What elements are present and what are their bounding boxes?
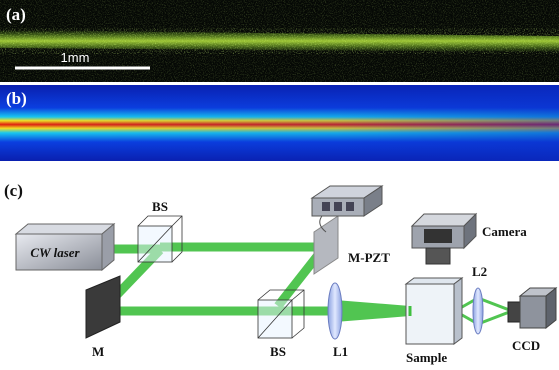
component-label: L1	[333, 344, 348, 359]
beam-splitter	[138, 216, 182, 262]
panel-a: 1mm (a)	[0, 0, 559, 82]
lens	[328, 283, 342, 339]
component-label: Sample	[406, 350, 447, 365]
panel-label: (b)	[6, 89, 27, 108]
component-label: Camera	[482, 224, 527, 239]
panel-c: (c) CW laser BS	[4, 181, 556, 365]
panel-label: (c)	[4, 181, 23, 200]
pzt-actuator	[312, 186, 382, 232]
component-label: M	[92, 344, 104, 359]
figure: 1mm (a) (b) (c) CW laser	[0, 0, 559, 370]
component-label: BS	[152, 199, 168, 214]
component-label: L2	[472, 264, 487, 279]
mirror	[86, 276, 120, 338]
component-label: M-PZT	[348, 250, 390, 265]
pzt-mirror	[314, 216, 338, 274]
laser: CW laser	[16, 224, 114, 270]
component-label: CW laser	[30, 245, 80, 260]
component-label: CCD	[512, 338, 540, 353]
camera	[412, 214, 476, 264]
scale-bar-label: 1mm	[61, 50, 90, 65]
lens	[473, 288, 483, 334]
fade	[0, 85, 559, 161]
ccd	[508, 288, 556, 328]
sample	[406, 278, 462, 344]
component-label: BS	[270, 344, 286, 359]
panel-label: (a)	[6, 5, 26, 24]
panel-b: (b)	[0, 85, 559, 161]
